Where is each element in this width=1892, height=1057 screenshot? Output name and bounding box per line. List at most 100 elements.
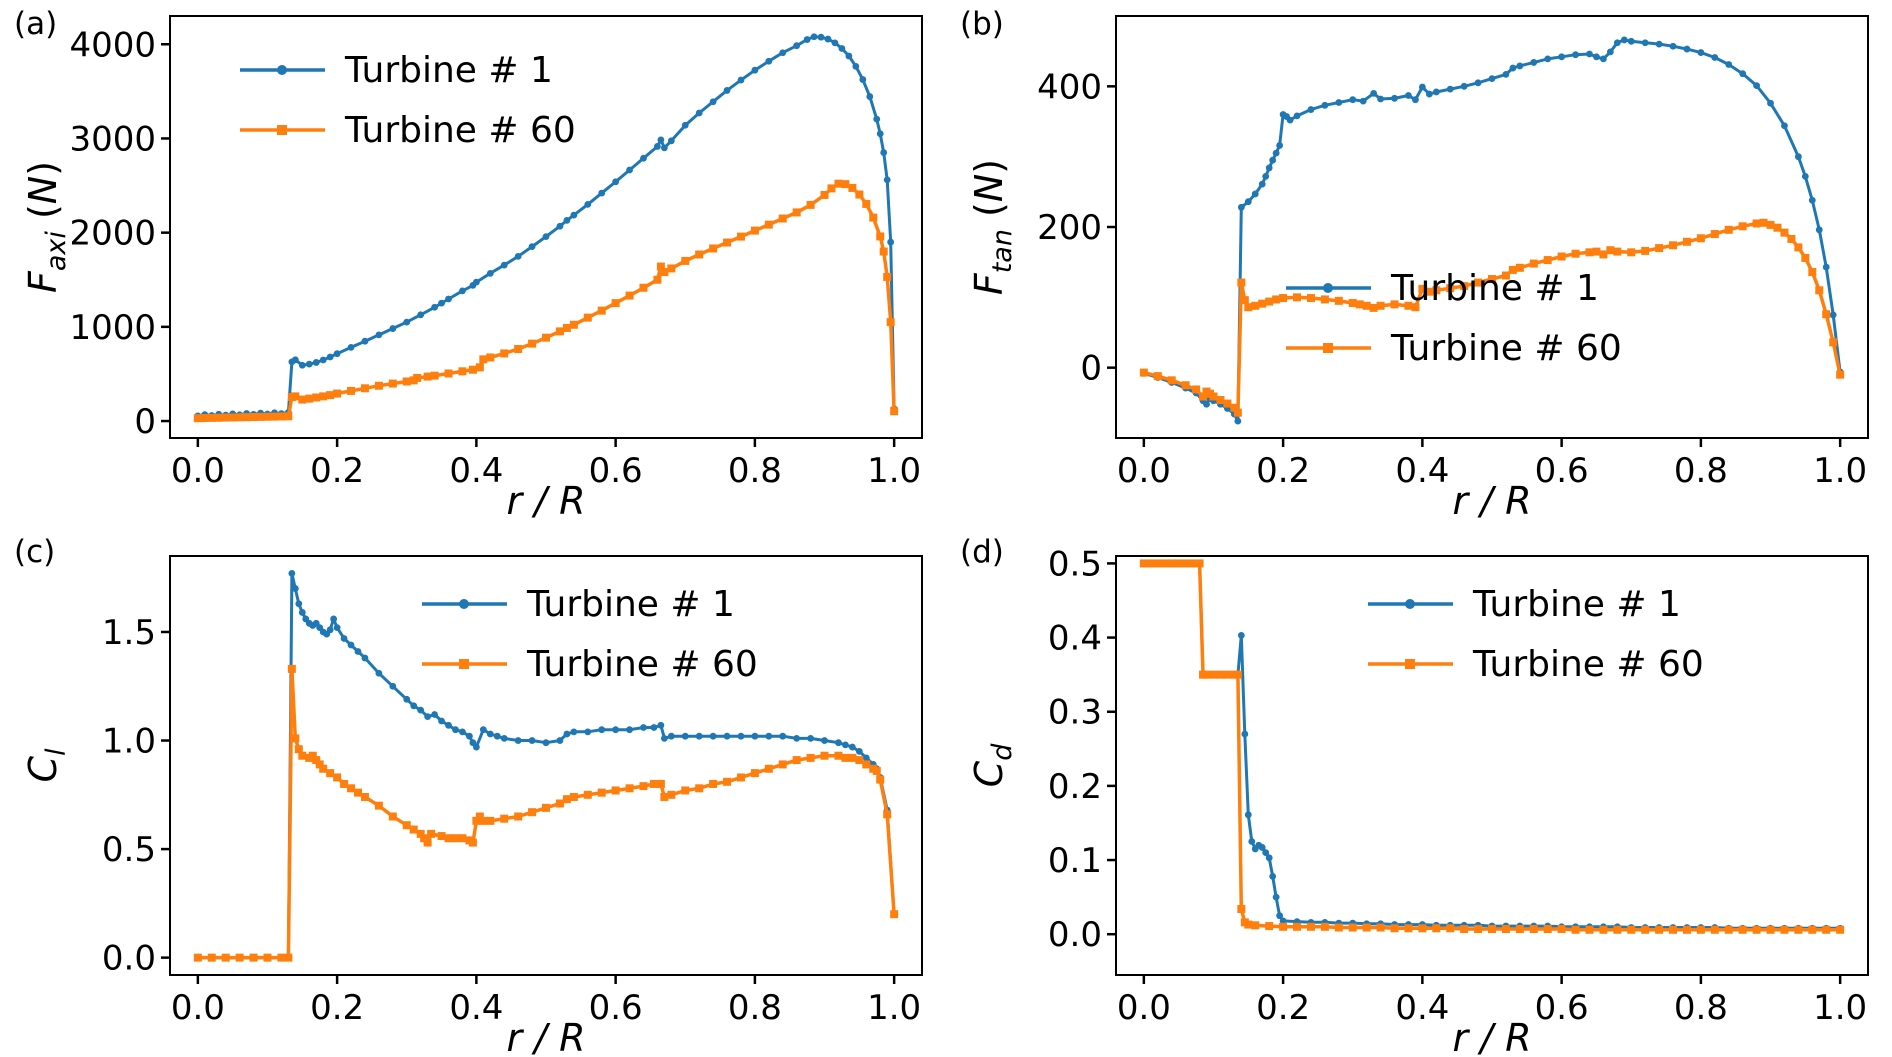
data-point-marker [1710,230,1719,239]
data-point-marker [1474,925,1483,934]
data-point-marker [1557,925,1566,934]
data-point-marker [347,386,356,395]
data-point-marker [660,144,668,152]
data-point-marker [1815,226,1823,234]
data-point-marker [326,353,334,361]
data-point-marker [1258,844,1266,851]
panel-label-b: (b) [960,6,1004,42]
data-point-marker [1836,925,1845,934]
data-point-marker [1262,172,1270,180]
data-point-marker [1501,925,1510,934]
data-point-marker [1613,925,1622,934]
data-point-marker [207,413,216,422]
data-point-marker [542,803,550,812]
data-point-marker [375,669,383,677]
data-point-marker [1767,99,1774,107]
y-tick-label: 0.1 [1048,841,1102,881]
data-point-marker [1244,920,1253,929]
data-point-marker [475,363,484,372]
series-turbine-60 [193,664,899,962]
y-tick-label: 3000 [69,119,156,159]
data-point-marker [1335,99,1343,106]
data-point-marker [834,751,843,760]
data-point-marker [298,751,307,760]
legend: Turbine # 1 Turbine # 60 [240,50,576,151]
data-point-marker [486,269,494,277]
data-point-marker [584,200,592,208]
data-point-marker [792,208,801,217]
data-point-marker [1203,400,1210,408]
data-point-marker [709,779,718,788]
data-point-marker [1787,234,1796,243]
data-point-marker [1460,82,1468,90]
data-point-marker [291,734,300,743]
x-tick-label: 0.4 [449,988,503,1028]
data-point-marker [1244,811,1252,819]
data-point-marker [765,57,773,65]
data-point-marker [1405,92,1412,99]
data-point-marker [1376,301,1385,310]
data-point-marker [1412,96,1419,104]
data-point-marker [639,283,648,292]
data-point-marker [1655,925,1664,934]
data-point-marker [1682,925,1691,934]
data-point-marker [1216,396,1225,405]
panel-label-a: (a) [14,6,58,42]
data-point-marker [1460,925,1469,934]
data-point-marker [1781,122,1788,130]
data-point-marker [277,412,286,421]
data-point-marker [1223,399,1232,408]
data-point-marker [1233,408,1242,417]
data-point-marker [333,350,341,358]
data-point-marker [563,730,571,738]
legend-entry: Turbine # 60 [1368,644,1704,685]
data-point-marker [764,220,773,229]
data-point-marker [528,737,536,744]
data-point-marker [872,766,881,775]
x-tick-label: 0.6 [589,988,643,1028]
chart-svg-b: 0.0 0.2 0.4 0.6 0.8 1.0 0 200 400 r / R Ftan (N) Tu… [967,15,1869,523]
data-point-marker [1627,925,1636,934]
data-point-marker [848,743,856,751]
y-tick-label: 1000 [69,308,156,348]
data-point-marker [817,33,825,41]
data-point-marker [584,728,592,736]
data-point-marker [242,413,251,422]
data-point-marker [287,664,296,673]
data-point-marker [842,741,849,749]
data-point-marker [1167,376,1176,385]
data-point-marker [193,953,202,962]
data-point-marker [1269,872,1277,880]
x-tick-label: 0.8 [1674,451,1728,491]
data-point-marker [1279,917,1287,925]
data-point-marker [1237,203,1245,211]
data-point-marker [1370,89,1378,97]
data-point-marker [479,816,488,825]
data-point-marker [308,751,317,760]
data-point-marker [493,732,501,740]
data-point-marker [1501,271,1510,280]
data-point-marker [542,333,550,342]
data-point-marker [1269,156,1277,164]
data-point-marker [569,320,578,329]
data-point-marker [887,238,895,246]
data-point-marker [1753,82,1760,90]
data-point-marker [1348,298,1357,307]
legend-entry: Turbine # 60 [422,644,758,685]
data-point-marker [626,166,633,174]
data-point-marker [1446,85,1454,93]
chart-c-lift-coefficient: 0.0 0.2 0.4 0.6 0.8 1.0 0.0 0.5 1.0 1.5 r / R Cl Tur… [0,528,946,1056]
data-point-marker [451,834,460,843]
data-point-marker [1321,101,1329,109]
data-point-marker [695,250,704,259]
x-tick-label: 0.0 [1117,451,1171,491]
data-point-marker [1240,296,1249,305]
data-point-marker [835,739,842,747]
data-point-marker [270,412,279,421]
data-point-marker [312,756,321,765]
data-point-marker [1192,385,1201,394]
data-point-marker [1655,40,1663,48]
x-tick-label: 0.0 [171,451,225,491]
data-point-marker [402,377,411,386]
axes: 0.0 0.2 0.4 0.6 0.8 1.0 0.0 0.1 0.2 0.3 0.4 0.5 [1048,544,1869,1028]
